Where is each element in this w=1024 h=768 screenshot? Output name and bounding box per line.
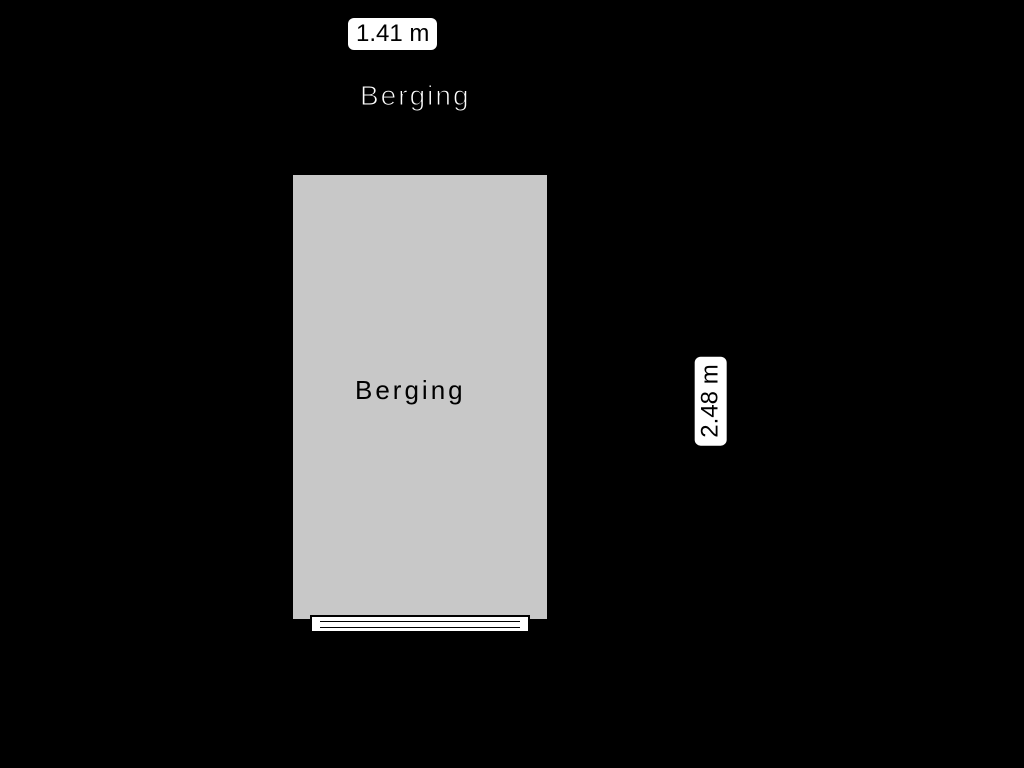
width-dimension-label: 1.41 m xyxy=(348,18,437,50)
height-dimension-label: 2.48 m xyxy=(695,356,727,445)
room-label: Berging xyxy=(355,375,466,406)
door-line-1 xyxy=(320,621,520,622)
door-opening xyxy=(310,615,530,633)
door-line-2 xyxy=(320,627,520,628)
floorplan-title: Berging xyxy=(360,80,471,112)
